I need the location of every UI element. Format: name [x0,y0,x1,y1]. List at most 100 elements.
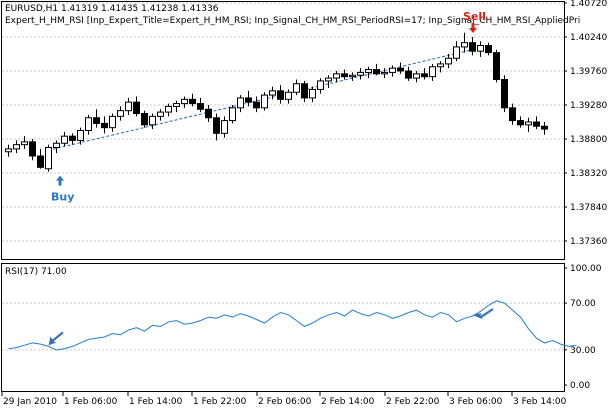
candle [421,68,428,80]
candle-body [221,120,228,134]
candle-body [189,98,196,105]
candle-body [477,45,484,52]
candle [301,80,308,103]
candle-body [133,101,140,114]
candle [525,117,532,132]
candle [21,136,28,149]
candle [229,105,236,124]
candle [477,41,484,57]
time-tick-label: 2 Feb 06:00 [258,397,312,407]
rsi-line [8,300,577,351]
candle-body [501,79,508,109]
candle-body [37,155,44,168]
candle [181,96,188,108]
candle [277,85,284,104]
chart-header-symbol: EURUSD,H1 1.41319 1.41435 1.41238 1.4133… [5,4,219,14]
candle-body [93,117,100,124]
candle-body [405,70,412,79]
candle-body [445,57,452,65]
candle-body [181,98,188,105]
rsi-polyline [8,300,577,351]
candle-body [245,97,252,103]
candle-body [101,122,108,129]
rsi-arrows [48,307,494,346]
candle [5,144,12,157]
candle-body [5,148,12,153]
candle-body [53,142,60,148]
buy-sell-connector-line [47,49,473,151]
chart-header-expert: Expert_H_HM_RSI [Inp_Expert_Title=Expert… [5,16,580,26]
time-tick-label: 3 Feb 06:00 [449,397,503,407]
candle-body [381,71,388,75]
sell-label: Sell [463,10,486,23]
candle [165,103,172,117]
candle-body [45,147,52,170]
candle-body [317,80,324,90]
candle-body [293,83,300,93]
candle [245,90,252,107]
candle [45,144,52,172]
time-tick-label: 2 Feb 22:00 [386,397,440,407]
candle-body [237,97,244,109]
candle [341,69,348,80]
candle-body [461,42,468,48]
candle [373,63,380,76]
candle [221,116,228,138]
candle-body [117,110,124,117]
candle-body [517,120,524,126]
candle-body [285,91,292,100]
time-tick-label: 1 Feb 14:00 [129,397,183,407]
candle [293,79,300,96]
candle-body [277,90,284,100]
candle [37,148,44,169]
price-tick-label: 1.38320 [570,169,607,179]
candle [445,54,452,69]
candle-body [469,42,476,52]
rsi-tick-label: 100.00 [570,264,602,274]
candle-body [453,46,460,59]
candle [149,113,156,130]
candle [357,68,364,80]
candle-body [125,101,132,112]
price-tick-label: 1.39280 [570,101,607,111]
candle [61,131,68,147]
candle-body [309,88,316,99]
candle-body [77,130,84,141]
candle [117,106,124,121]
rsi-sell-arrow-icon [472,307,494,320]
price-tick-label: 1.38800 [570,135,607,145]
candle [101,116,108,134]
candle [397,62,404,74]
candle [437,61,444,73]
candle [429,63,436,81]
candle-body [21,141,28,146]
candle [333,71,340,83]
candle-body [509,107,516,122]
price-tick-label: 1.37840 [570,203,607,213]
signal-markers: Buy Sell [51,10,486,204]
buy-label: Buy [51,191,74,204]
candle [317,78,324,94]
candle-body [253,101,260,109]
time-tick-label: 2 Feb 14:00 [321,397,375,407]
candle-body [437,63,444,68]
candle [205,105,212,122]
candle [413,71,420,83]
time-tick-label: 29 Jan 2010 [3,397,57,407]
candle [253,96,260,113]
candle [157,109,164,121]
candle [189,93,196,107]
candle [109,113,116,132]
candle-body [341,73,348,78]
candle-body [421,73,428,78]
candle [461,32,468,53]
candle-body [413,73,420,79]
time-tick-label: 1 Feb 22:00 [193,397,247,407]
candle [389,65,396,77]
candle-body [109,115,116,129]
candle-body [29,141,36,157]
candle-body [229,107,236,122]
candle-body [397,67,404,72]
candle-body [85,117,92,131]
